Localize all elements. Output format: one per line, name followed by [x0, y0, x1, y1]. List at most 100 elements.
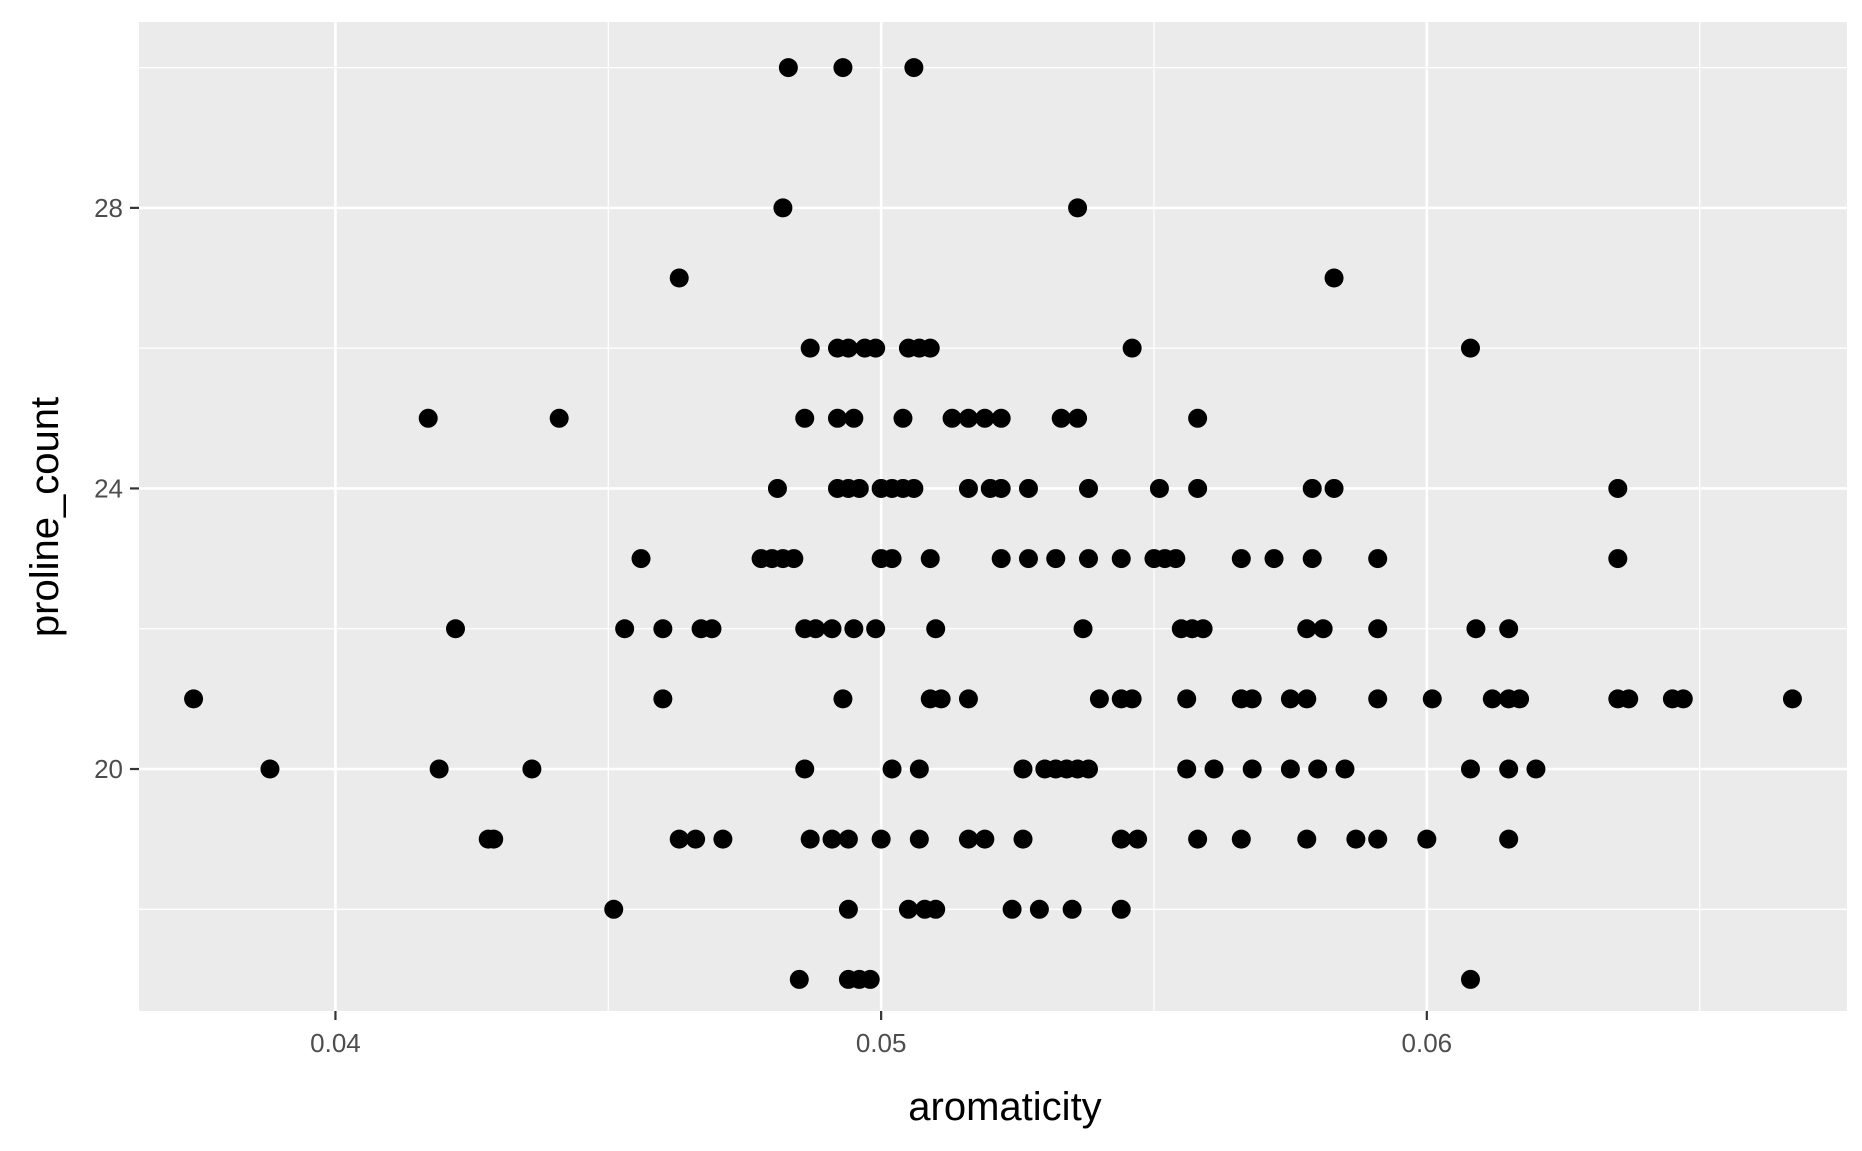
data-point: [604, 899, 624, 919]
data-point: [849, 478, 869, 498]
data-point: [1308, 759, 1328, 779]
x-tick-label: 0.05: [856, 1028, 907, 1058]
data-point: [1297, 619, 1317, 639]
data-point: [926, 619, 946, 639]
data-point: [773, 198, 793, 218]
data-point: [1149, 478, 1169, 498]
data-point: [1460, 969, 1480, 989]
data-point: [800, 338, 820, 358]
data-point: [1510, 689, 1530, 709]
data-point: [1417, 829, 1437, 849]
data-point: [1078, 549, 1098, 569]
data-point: [1608, 478, 1628, 498]
data-point: [484, 829, 504, 849]
data-point: [1204, 759, 1224, 779]
data-point: [789, 969, 809, 989]
data-point: [975, 408, 995, 428]
data-point: [822, 829, 842, 849]
data-point: [958, 408, 978, 428]
data-point: [1188, 408, 1208, 428]
data-point: [549, 408, 569, 428]
data-point: [1368, 689, 1388, 709]
data-point: [686, 829, 706, 849]
minor-grid-lines: [139, 22, 1847, 1011]
data-point: [1018, 549, 1038, 569]
data-point: [1280, 689, 1300, 709]
x-axis-title: aromaticity: [908, 1085, 1101, 1129]
data-point: [1188, 829, 1208, 849]
data-point: [1782, 689, 1802, 709]
data-point: [1368, 829, 1388, 849]
data-point: [615, 619, 635, 639]
data-point: [844, 619, 864, 639]
data-point: [653, 689, 673, 709]
y-axis-title: proline_count: [23, 397, 67, 637]
data-point: [1078, 759, 1098, 779]
data-point: [838, 899, 858, 919]
data-point: [860, 969, 880, 989]
data-point: [822, 619, 842, 639]
data-point: [1062, 899, 1082, 919]
data-point: [784, 549, 804, 569]
data-point: [702, 619, 722, 639]
data-point: [522, 759, 542, 779]
data-point: [958, 829, 978, 849]
data-point: [1122, 689, 1142, 709]
data-point: [1242, 759, 1262, 779]
data-point: [1335, 759, 1355, 779]
data-point: [1068, 198, 1088, 218]
data-point: [1073, 619, 1093, 639]
data-point: [1111, 899, 1131, 919]
data-point: [866, 619, 886, 639]
data-point: [429, 759, 449, 779]
data-point: [838, 338, 858, 358]
data-point: [1324, 268, 1344, 288]
data-point: [904, 478, 924, 498]
data-point: [1460, 759, 1480, 779]
data-point: [920, 338, 940, 358]
data-point: [669, 829, 689, 849]
data-point: [800, 829, 820, 849]
data-point: [445, 619, 465, 639]
data-point: [898, 899, 918, 919]
data-point: [1482, 689, 1502, 709]
data-point: [806, 619, 826, 639]
data-point: [1111, 829, 1131, 849]
data-point: [1368, 549, 1388, 569]
data-point: [958, 689, 978, 709]
data-point: [1526, 759, 1546, 779]
data-point: [1029, 899, 1049, 919]
data-point: [1302, 549, 1322, 569]
data-point: [1297, 689, 1317, 709]
data-point: [975, 829, 995, 849]
data-point: [778, 58, 798, 78]
data-point: [1128, 829, 1148, 849]
data-point: [1013, 759, 1033, 779]
x-axis: 0.04 0.05 0.06: [310, 1011, 1452, 1058]
data-point: [1051, 408, 1071, 428]
panel-background: [139, 22, 1847, 1011]
data-point: [926, 899, 946, 919]
data-point: [1466, 619, 1486, 639]
data-points: [184, 58, 1802, 989]
y-tick-label: 24: [94, 473, 123, 503]
data-point: [1313, 619, 1333, 639]
data-point: [1499, 619, 1519, 639]
data-point: [418, 408, 438, 428]
data-point: [1089, 689, 1109, 709]
data-point: [1177, 759, 1197, 779]
data-point: [931, 689, 951, 709]
data-point: [653, 619, 673, 639]
data-point: [1608, 549, 1628, 569]
data-point: [1002, 899, 1022, 919]
data-point: [882, 759, 902, 779]
data-point: [1231, 549, 1251, 569]
data-point: [838, 829, 858, 849]
data-point: [1122, 338, 1142, 358]
data-point: [1046, 549, 1066, 569]
data-point: [991, 408, 1011, 428]
data-point: [844, 408, 864, 428]
data-point: [795, 408, 815, 428]
data-point: [1673, 689, 1693, 709]
